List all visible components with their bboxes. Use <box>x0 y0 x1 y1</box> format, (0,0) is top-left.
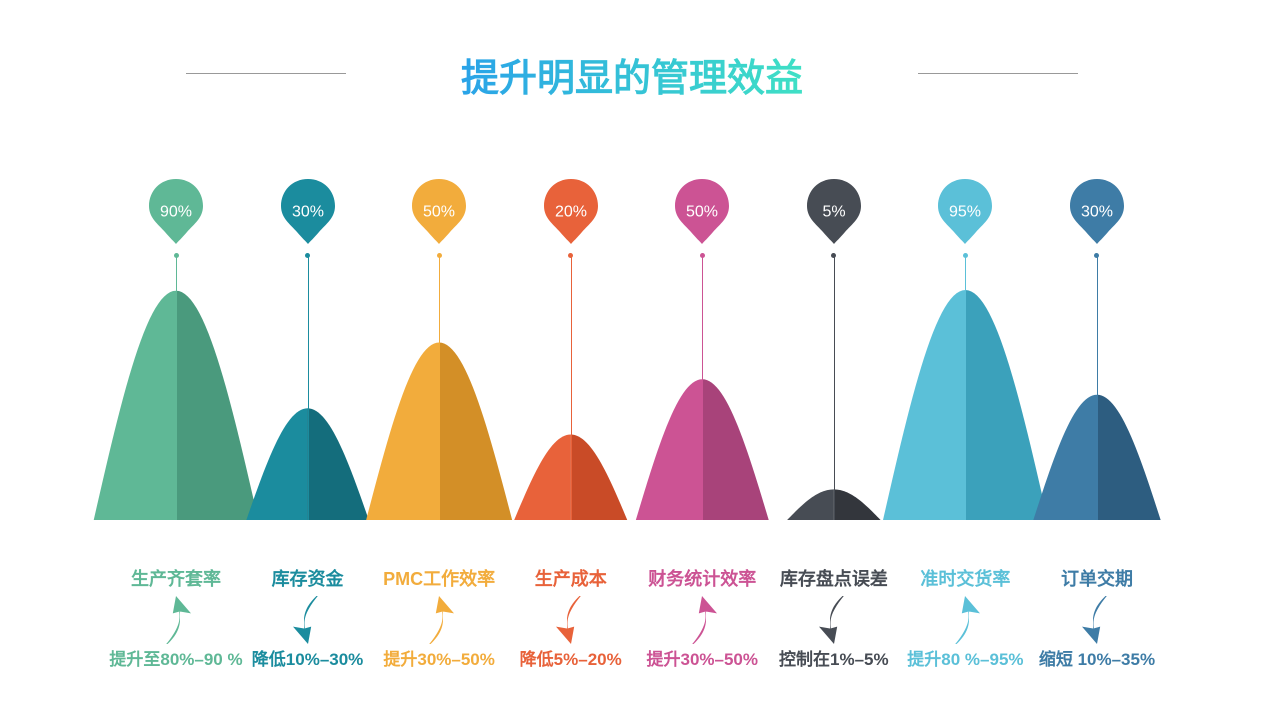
svg-text:5%: 5% <box>822 204 845 221</box>
svg-text:50%: 50% <box>686 204 718 221</box>
svg-text:90%: 90% <box>160 204 192 221</box>
svg-text:95%: 95% <box>949 204 981 221</box>
svg-text:30%: 30% <box>292 204 324 221</box>
svg-text:30%: 30% <box>1081 204 1113 221</box>
svg-text:50%: 50% <box>423 204 455 221</box>
svg-text:20%: 20% <box>555 204 587 221</box>
